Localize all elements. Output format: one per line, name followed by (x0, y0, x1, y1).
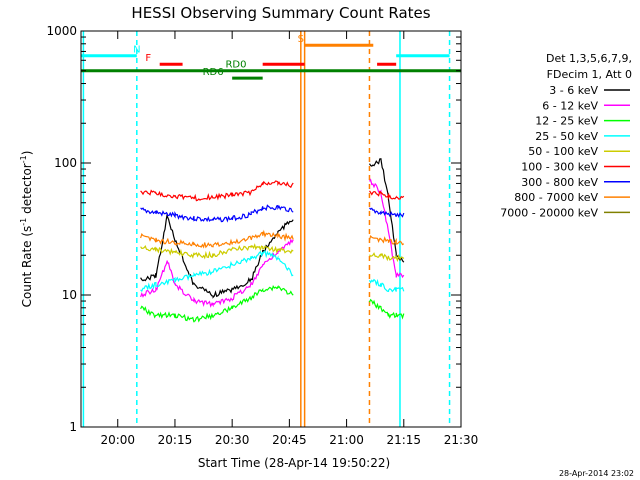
x-tick-label: 20:30 (215, 433, 250, 447)
series-line (369, 207, 405, 218)
x-tick-label: 20:00 (100, 433, 135, 447)
legend-label: 300 - 800 keV (521, 176, 598, 189)
legend-label: 800 - 7000 keV (514, 191, 598, 204)
series-line (140, 229, 294, 249)
legend-label: 25 - 50 keV (535, 130, 598, 143)
x-axis-label: Start Time (28-Apr-14 19:50:22) (198, 456, 390, 470)
series-lines (140, 158, 405, 323)
legend: Det 1,3,5,6,7,9, FDecim 1, Att 0 3 - 6 k… (500, 52, 632, 219)
x-tick-label: 20:15 (158, 433, 193, 447)
series-line (368, 158, 405, 263)
series-line (368, 298, 405, 320)
x-tick-label: 21:15 (386, 433, 421, 447)
legend-label: 12 - 25 keV (535, 115, 598, 128)
legend-label: 3 - 6 keV (549, 84, 598, 97)
y-tick-label: 10 (62, 288, 77, 302)
vertical-markers (82, 31, 451, 427)
series-line (369, 178, 405, 279)
series-line (369, 190, 405, 201)
plot-frame (80, 30, 462, 428)
series-line (140, 238, 294, 308)
y-tick-label: 100 (54, 156, 77, 170)
flag-label: F (145, 53, 151, 64)
series-line (140, 243, 294, 260)
x-tick-label: 21:00 (329, 433, 364, 447)
axis-ticks: 20:00 20:15 20:30 20:45 21:00 21:15 21:30 1 10 10… (46, 24, 478, 447)
series-line (140, 249, 294, 293)
series-line (368, 234, 405, 246)
series-line (140, 213, 294, 299)
chart-title: HESSI Observing Summary Count Rates (131, 4, 430, 22)
series-line (140, 180, 294, 202)
x-tick-label: 21:30 (444, 433, 479, 447)
legend-label: 50 - 100 keV (528, 145, 598, 158)
y-tick-label: 1 (69, 420, 77, 434)
x-tick-label: 20:45 (272, 433, 307, 447)
flag-label: RD6 (203, 67, 224, 78)
series-line (368, 278, 405, 293)
legend-label: 6 - 12 keV (542, 99, 598, 112)
y-tick-label: 1000 (46, 24, 77, 38)
series-line (369, 252, 405, 263)
series-line (140, 204, 294, 223)
flag-label: N (133, 45, 140, 56)
series-line (140, 284, 294, 323)
y-axis-label: Count Rate (s-1 detector-1) (19, 151, 34, 308)
timestamp: 28-Apr-2014 23:02 (559, 469, 634, 478)
flag-label: RD0 (225, 60, 246, 71)
legend-header-line-1: Det 1,3,5,6,7,9, (546, 52, 632, 65)
legend-header-line-2: FDecim 1, Att 0 (547, 68, 632, 81)
legend-label: 7000 - 20000 keV (500, 206, 598, 219)
flag-label: S (298, 34, 304, 45)
legend-label: 100 - 300 keV (521, 161, 598, 174)
